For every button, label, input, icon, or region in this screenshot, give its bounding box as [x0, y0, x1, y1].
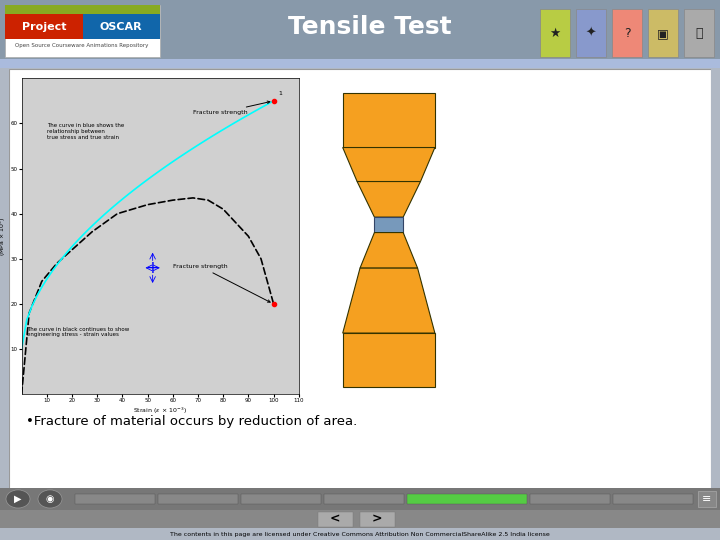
FancyBboxPatch shape [158, 494, 238, 504]
Polygon shape [360, 233, 418, 268]
Text: ★: ★ [549, 27, 561, 40]
Text: The curve in black continues to show
engineering stress - strain values: The curve in black continues to show eng… [27, 327, 129, 338]
Text: Open Source Courseware Animations Repository: Open Source Courseware Animations Reposi… [15, 43, 149, 48]
FancyBboxPatch shape [75, 494, 155, 504]
Text: Fracture strength: Fracture strength [173, 264, 270, 302]
FancyBboxPatch shape [360, 512, 395, 526]
Text: ◉: ◉ [46, 494, 54, 504]
Text: 🖨: 🖨 [696, 27, 703, 40]
FancyBboxPatch shape [0, 510, 720, 528]
X-axis label: Strain ($\varepsilon$ × 10$^{-3}$): Strain ($\varepsilon$ × 10$^{-3}$) [133, 406, 187, 416]
FancyBboxPatch shape [343, 93, 435, 147]
FancyBboxPatch shape [5, 5, 160, 57]
FancyBboxPatch shape [576, 9, 606, 57]
FancyBboxPatch shape [648, 9, 678, 57]
Text: Tensile Test: Tensile Test [288, 15, 452, 39]
Text: The curve in blue shows the
relationship between
true stress and true strain: The curve in blue shows the relationship… [47, 124, 124, 140]
FancyBboxPatch shape [343, 333, 435, 387]
Y-axis label: Stress
(MPa × 10$^3$): Stress (MPa × 10$^3$) [0, 217, 8, 256]
FancyBboxPatch shape [5, 14, 83, 39]
FancyBboxPatch shape [530, 494, 610, 504]
Text: ▣: ▣ [657, 27, 669, 40]
Text: <: < [330, 512, 341, 526]
FancyBboxPatch shape [698, 491, 716, 507]
Text: Fracture strength: Fracture strength [193, 101, 270, 116]
FancyBboxPatch shape [684, 9, 714, 57]
FancyBboxPatch shape [407, 494, 527, 504]
FancyBboxPatch shape [374, 217, 403, 233]
FancyBboxPatch shape [9, 69, 711, 489]
Text: Necking:: Necking: [26, 373, 102, 388]
Text: Project: Project [22, 22, 66, 32]
Text: >: > [372, 512, 382, 526]
Text: ▶: ▶ [14, 494, 22, 504]
Polygon shape [343, 147, 435, 181]
FancyBboxPatch shape [612, 9, 642, 57]
Text: ?: ? [624, 27, 630, 40]
FancyBboxPatch shape [83, 14, 160, 39]
FancyBboxPatch shape [324, 494, 404, 504]
FancyBboxPatch shape [318, 512, 353, 526]
Circle shape [6, 490, 30, 508]
Polygon shape [343, 268, 435, 333]
Text: •Fracture of material occurs by reduction of area.: •Fracture of material occurs by reductio… [26, 415, 357, 428]
FancyBboxPatch shape [0, 59, 720, 68]
Text: +: + [145, 259, 160, 277]
FancyBboxPatch shape [5, 5, 160, 14]
Polygon shape [357, 181, 420, 217]
Text: Tensile Test: Tensile Test [26, 83, 126, 98]
Circle shape [38, 490, 62, 508]
Text: 1: 1 [279, 91, 282, 96]
FancyBboxPatch shape [540, 9, 570, 57]
FancyBboxPatch shape [241, 494, 321, 504]
Text: The contents in this page are licensed under Creative Commons Attribution Non Co: The contents in this page are licensed u… [170, 531, 550, 537]
Text: ✦: ✦ [586, 27, 596, 40]
FancyBboxPatch shape [0, 0, 720, 68]
Text: OSCAR: OSCAR [99, 22, 143, 32]
FancyBboxPatch shape [613, 494, 693, 504]
FancyBboxPatch shape [0, 488, 720, 510]
Text: ≡: ≡ [702, 494, 711, 504]
